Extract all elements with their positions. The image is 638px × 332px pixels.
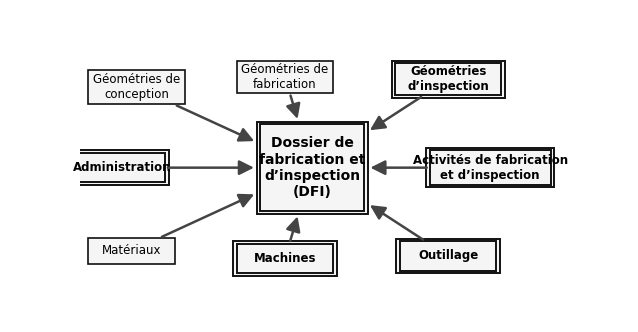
Text: Activités de fabrication
et d’inspection: Activités de fabrication et d’inspection — [413, 154, 568, 182]
Bar — [395, 63, 501, 95]
Text: Administration: Administration — [73, 161, 171, 174]
Text: Géométries de
conception: Géométries de conception — [93, 73, 181, 101]
Text: Dossier de
fabrication et
d’inspection
(DFI): Dossier de fabrication et d’inspection (… — [259, 136, 366, 199]
Bar — [237, 61, 333, 93]
Bar — [234, 241, 337, 276]
Bar — [89, 238, 175, 264]
Text: Matériaux: Matériaux — [102, 244, 161, 257]
Bar — [256, 122, 367, 214]
Bar — [392, 61, 505, 98]
Bar — [396, 239, 500, 273]
Text: Géométries
d’inspection: Géométries d’inspection — [407, 65, 489, 94]
Bar — [75, 150, 168, 185]
Bar — [78, 153, 165, 182]
Text: Géométries de
fabrication: Géométries de fabrication — [241, 63, 329, 91]
Bar — [260, 124, 364, 211]
Text: Machines: Machines — [254, 252, 316, 265]
Bar — [400, 241, 496, 271]
Bar — [429, 150, 551, 185]
Bar — [237, 244, 333, 273]
Bar — [89, 70, 185, 104]
Text: Outillage: Outillage — [418, 249, 478, 262]
Bar — [426, 148, 554, 188]
